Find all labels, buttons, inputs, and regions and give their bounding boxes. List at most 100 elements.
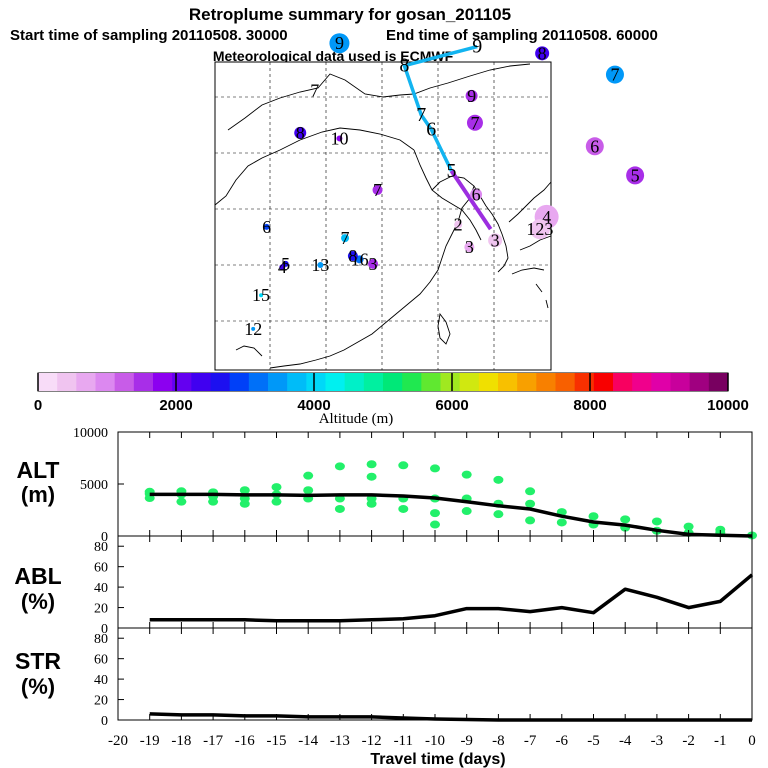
coastlines-borders (214, 63, 552, 369)
alt-scatter-point (398, 504, 409, 513)
x-tick-label: -5 (587, 733, 600, 749)
trajectory-day-label: 8 (399, 55, 409, 77)
cluster-label: 10 (330, 128, 348, 148)
cluster-label: 7 (341, 228, 350, 248)
str-panel: STR (%) 80 60 40 20 0 (15, 627, 753, 729)
cluster-label: 3 (491, 230, 500, 250)
cluster-label: 8 (296, 123, 305, 143)
str-series-line (149, 712, 752, 722)
abl-label: ABL (14, 563, 61, 589)
alt-scatter-point (556, 518, 567, 527)
trajectory-line (402, 44, 478, 172)
colorbar-tick-label: 4000 (297, 397, 330, 414)
cluster-marker (585, 137, 604, 156)
x-tick-label: -19 (140, 733, 160, 749)
abl-ytick-label: 0 (101, 622, 108, 637)
abl-ytick-label: 20 (94, 602, 108, 617)
cluster-marker (259, 293, 264, 298)
alt-scatter-point (366, 472, 377, 481)
cluster-label: 6 (472, 184, 481, 204)
alt-scatter-point (588, 512, 599, 521)
cluster-marker (368, 258, 379, 269)
colorbar-cell (248, 373, 269, 391)
cluster-marker (336, 135, 343, 142)
korea-coast (485, 205, 509, 273)
altitude-colorbar: 0 2000 4000 6000 8000 10000 Altitude (m) (34, 372, 749, 427)
x-tick-label: -14 (298, 733, 318, 749)
cluster-marker (263, 223, 270, 230)
colorbar-cell (114, 373, 135, 391)
alt-scatter-point (239, 486, 250, 495)
colorbar-cell (421, 373, 441, 391)
colorbar-tick-label: 6000 (435, 397, 468, 414)
japan-coast-2 (519, 235, 552, 251)
alt-scatter-point (493, 510, 504, 519)
alt-scatter-point (620, 515, 631, 524)
x-tick-label: -7 (524, 733, 537, 749)
colorbar-cell (517, 373, 537, 391)
colorbar-cell (402, 373, 422, 391)
trajectory-day-label: 9 (472, 36, 482, 58)
colorbar-tick-label: 8000 (573, 397, 606, 414)
cluster-marker (251, 326, 256, 331)
cluster-marker (529, 219, 550, 240)
x-tick-label: -10 (425, 733, 445, 749)
cluster-marker (372, 184, 383, 195)
x-tick-label: -18 (171, 733, 191, 749)
cluster-label: 7 (373, 180, 382, 200)
island-arc (535, 283, 549, 309)
start-time-label: Start time of sampling 20110508. 30000 (10, 27, 288, 44)
colorbar-cell (287, 373, 307, 391)
alt-scatter-point (303, 486, 314, 495)
x-tick-label: -13 (330, 733, 350, 749)
colorbar-cell (306, 373, 326, 391)
alt-ytick-label: 0 (101, 530, 108, 545)
alt-scatter-point (430, 464, 440, 473)
alt-scatter-point (334, 462, 345, 471)
x-tick-label: -12 (362, 733, 382, 749)
str-unit: (%) (21, 674, 55, 699)
alt-scatter-point (208, 497, 219, 506)
cluster-marker (279, 264, 286, 271)
colorbar-cell (229, 373, 250, 391)
colorbar-cell (57, 373, 77, 391)
cluster-marker (341, 234, 350, 243)
str-label: STR (15, 648, 61, 674)
figure-title: Retroplume summary for gosan_201105 (189, 5, 511, 24)
cluster-label: 7 (310, 80, 319, 100)
manchuria-border (413, 149, 482, 241)
alt-scatter-point (461, 470, 472, 479)
met-data-label: Meteorological data used is ECMWF (213, 48, 454, 64)
cluster-marker (454, 220, 463, 229)
cluster-marker (465, 89, 478, 102)
cluster-marker (470, 188, 483, 201)
colorbar-cell (210, 373, 231, 391)
alt-yticks: 10000 5000 0 (73, 426, 124, 545)
cluster-label: 3 (465, 237, 474, 257)
colorbar-cell (555, 373, 576, 391)
end-time-label: End time of sampling 20110508. 60000 (386, 27, 658, 44)
alt-scatter-point (461, 507, 472, 516)
colorbar-cell (325, 373, 346, 391)
x-tick-label: -16 (235, 733, 255, 749)
colorbar-cell (459, 373, 480, 391)
abl-xticks (117, 536, 753, 628)
x-tick-label: -6 (556, 733, 569, 749)
cluster-label: 8 (348, 246, 357, 266)
alt-scatter-point (271, 497, 282, 506)
trajectory-day-label: 6 (426, 118, 436, 140)
colorbar-cell (574, 373, 595, 391)
colorbar-cell (632, 373, 652, 391)
alt-scatter-point (525, 487, 536, 496)
cluster-marker (294, 126, 307, 139)
cluster-label: 5 (631, 165, 640, 185)
alt-mean-line (149, 492, 753, 538)
abl-yticks: 80 60 40 20 0 (94, 540, 124, 637)
str-ytick-label: 20 (94, 694, 108, 709)
cluster-marker (317, 262, 324, 268)
alt-scatter-point (366, 499, 377, 508)
